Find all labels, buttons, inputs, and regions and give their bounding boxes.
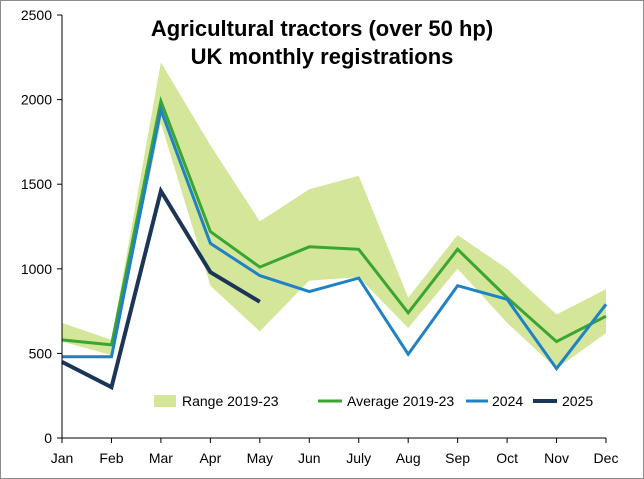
legend: Range 2019-23 Average 2019-23 2024 2025 (154, 393, 593, 409)
x-tick-label: Oct (496, 450, 518, 466)
legend-label-range: Range 2019-23 (182, 393, 279, 409)
series-line-2025 (61, 185, 261, 391)
series-line-2024 (62, 104, 608, 372)
x-tick-label: Aug (396, 450, 421, 466)
x-tick-label: Nov (544, 450, 569, 466)
legend-label-2024: 2024 (492, 393, 523, 409)
chart-title-line-1: Agricultural tractors (over 50 hp) (151, 16, 493, 41)
x-tick-label: Feb (99, 450, 123, 466)
range-band (62, 62, 606, 369)
series-line-average-2019-23 (61, 95, 607, 347)
x-tick-label: July (346, 450, 371, 466)
y-tick-label: 500 (29, 345, 53, 361)
y-tick-label: 2500 (21, 7, 52, 23)
x-tick-label: Dec (594, 450, 619, 466)
y-tick-labels: 0 500 1000 1500 2000 2500 (21, 7, 62, 446)
chart-title: Agricultural tractors (over 50 hp) UK mo… (151, 16, 493, 69)
legend-label-2025: 2025 (562, 393, 593, 409)
chart-title-line-2: UK monthly registrations (191, 44, 454, 69)
legend-label-average: Average 2019-23 (347, 393, 454, 409)
range-band-layer (62, 62, 606, 369)
x-tick-label: Mar (149, 450, 173, 466)
x-tick-label: Sep (445, 450, 470, 466)
x-tick-labels: Jan Feb Mar Apr May Jun July Aug Sep Oct Nov Dec (51, 438, 619, 466)
y-tick-label: 1500 (21, 176, 52, 192)
x-tick-label: Apr (199, 450, 221, 466)
y-tick-label: 0 (44, 430, 52, 446)
x-tick-label: May (247, 450, 273, 466)
series-lines-layer (61, 95, 608, 391)
x-tick-label: Jan (51, 450, 74, 466)
axes (61, 15, 606, 439)
y-tick-label: 1000 (21, 261, 52, 277)
y-tick-label: 2000 (21, 92, 52, 108)
legend-swatch-range (154, 395, 176, 407)
x-tick-label: Jun (298, 450, 321, 466)
